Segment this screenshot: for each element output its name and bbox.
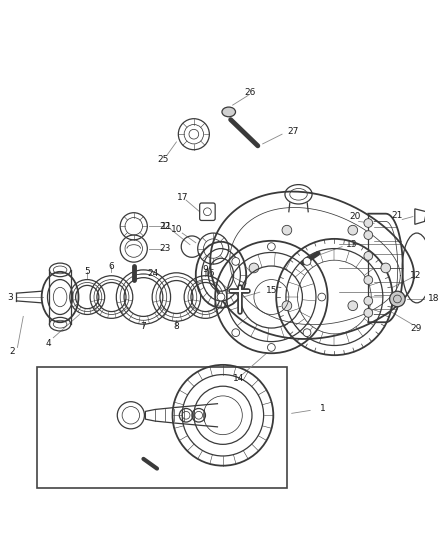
Circle shape: [232, 257, 240, 265]
Text: 10: 10: [171, 225, 182, 233]
Ellipse shape: [222, 107, 236, 117]
Circle shape: [364, 252, 373, 260]
Circle shape: [268, 344, 275, 351]
Circle shape: [232, 329, 240, 336]
Text: 15: 15: [265, 286, 277, 295]
Circle shape: [217, 293, 225, 301]
Circle shape: [303, 257, 311, 265]
Text: 11: 11: [161, 222, 173, 231]
Text: 5: 5: [85, 268, 90, 276]
Text: 23: 23: [159, 244, 170, 253]
Circle shape: [364, 276, 373, 285]
Circle shape: [364, 231, 373, 239]
Text: 3: 3: [7, 293, 13, 302]
Text: 8: 8: [173, 321, 179, 330]
Text: 24: 24: [148, 269, 159, 278]
Text: 9: 9: [203, 265, 208, 274]
Circle shape: [381, 263, 391, 273]
Text: 29: 29: [410, 324, 421, 333]
Circle shape: [364, 296, 373, 305]
Text: 17: 17: [177, 193, 188, 201]
Circle shape: [282, 225, 292, 235]
Circle shape: [268, 243, 275, 251]
Text: 14: 14: [233, 374, 244, 383]
Text: 16: 16: [204, 269, 215, 278]
Text: 22: 22: [159, 222, 170, 231]
Text: 13: 13: [346, 240, 357, 249]
Circle shape: [303, 329, 311, 336]
Bar: [37, 367, 287, 488]
Text: 26: 26: [244, 88, 256, 97]
Text: 25: 25: [157, 155, 169, 164]
Circle shape: [364, 309, 373, 317]
Text: 6: 6: [109, 262, 114, 271]
Text: 18: 18: [428, 294, 438, 303]
Text: 4: 4: [46, 339, 51, 348]
Text: 21: 21: [392, 211, 403, 220]
Circle shape: [348, 225, 358, 235]
Text: 12: 12: [410, 271, 421, 280]
Text: 2: 2: [10, 347, 15, 356]
Circle shape: [348, 301, 358, 311]
Circle shape: [390, 291, 405, 306]
Circle shape: [364, 219, 373, 228]
Text: 20: 20: [349, 212, 360, 221]
Circle shape: [318, 293, 326, 301]
Circle shape: [282, 301, 292, 311]
Circle shape: [249, 263, 259, 273]
Text: 27: 27: [287, 127, 298, 136]
Text: 7: 7: [141, 321, 146, 330]
Text: 1: 1: [320, 404, 325, 413]
